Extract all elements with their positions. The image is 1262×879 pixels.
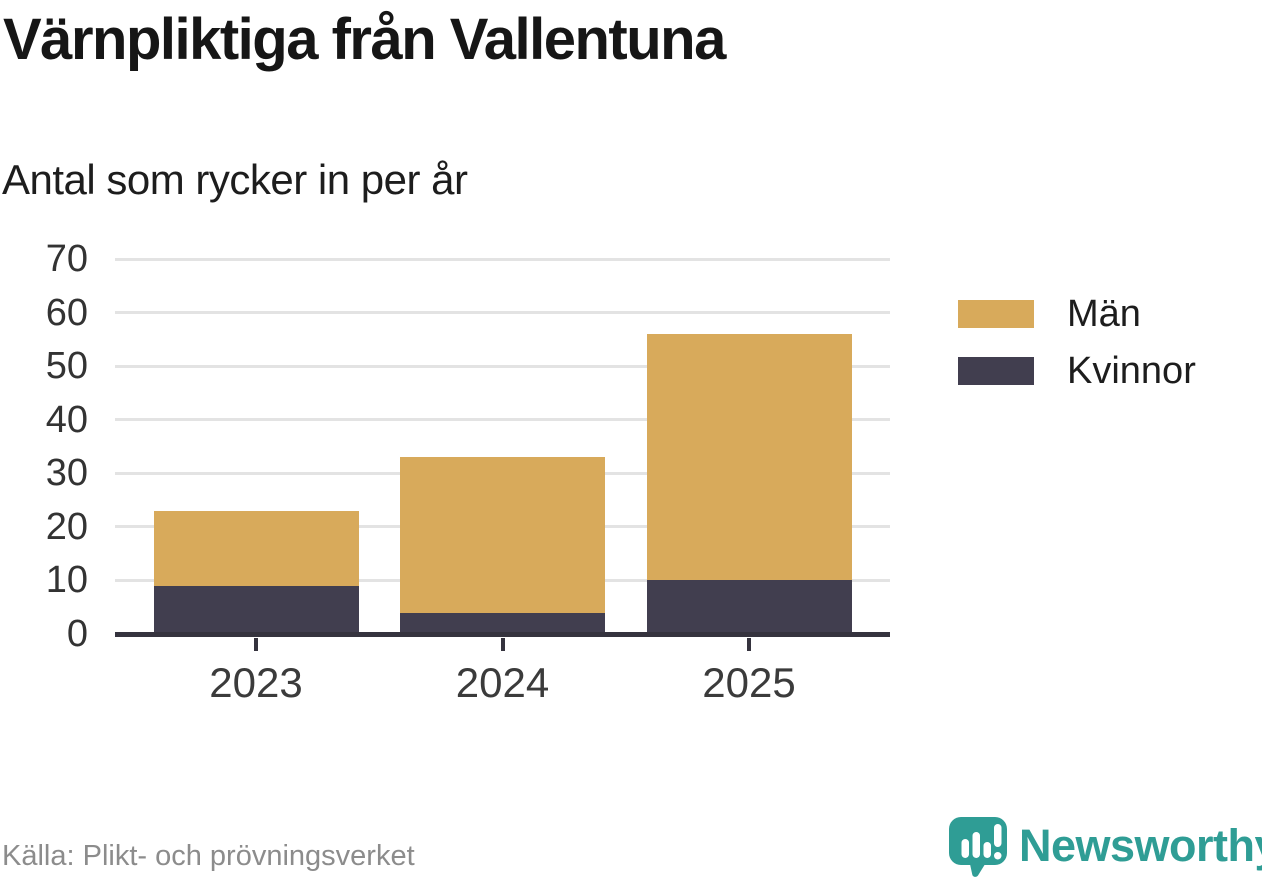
y-axis-tick-label-50: 50 [45, 345, 88, 388]
bar-segment-kvinnor-2025 [646, 580, 852, 634]
x-axis-label-2025: 2025 [702, 659, 796, 706]
x-axis-tick-2023 [254, 638, 258, 651]
gridline-70 [115, 257, 890, 261]
gridline-60 [115, 311, 890, 315]
legend-item-man: Män [958, 292, 1196, 336]
newsworthy-brand-link[interactable]: Newsworthy [947, 814, 1262, 878]
x-axis-label-2023: 2023 [209, 659, 303, 706]
x-axis-line [115, 632, 890, 637]
chart-title: Värnpliktiga från Vallentuna [3, 7, 726, 72]
gridline-50 [115, 364, 890, 368]
bar-segment-man-2025 [646, 334, 852, 581]
y-axis-tick-label-30: 30 [45, 452, 88, 495]
source-caption: Källa: Plikt- och prövningsverket [2, 840, 415, 872]
legend: Män Kvinnor [958, 292, 1196, 406]
legend-item-kvinnor: Kvinnor [958, 349, 1196, 393]
chart-subtitle: Antal som rycker in per år [2, 156, 468, 203]
x-axis-label-2024: 2024 [455, 659, 550, 706]
y-axis-tick-label-10: 10 [45, 559, 88, 602]
legend-label-kvinnor: Kvinnor [1067, 349, 1196, 392]
bar-segment-man-2023 [153, 510, 359, 586]
y-axis-tick-label-20: 20 [45, 505, 88, 548]
x-axis-tick-2025 [747, 638, 751, 651]
gridline-40 [115, 418, 890, 422]
y-axis-tick-label-0: 0 [66, 613, 88, 655]
bar-segment-kvinnor-2024 [400, 612, 605, 634]
newsworthy-logo-icon [949, 816, 1007, 877]
legend-swatch-kvinnor [958, 357, 1034, 385]
bar-segment-man-2024 [400, 457, 605, 613]
y-axis-tick-label-70: 70 [45, 238, 88, 280]
legend-swatch-man [958, 300, 1034, 328]
bar-segment-kvinnor-2023 [153, 585, 359, 634]
y-axis-tick-label-60: 60 [45, 291, 88, 334]
x-axis-tick-2024 [500, 638, 505, 651]
y-axis-tick-label-40: 40 [45, 398, 88, 441]
newsworthy-brand-name: Newsworthy [1019, 820, 1262, 871]
legend-label-man: Män [1067, 292, 1141, 335]
